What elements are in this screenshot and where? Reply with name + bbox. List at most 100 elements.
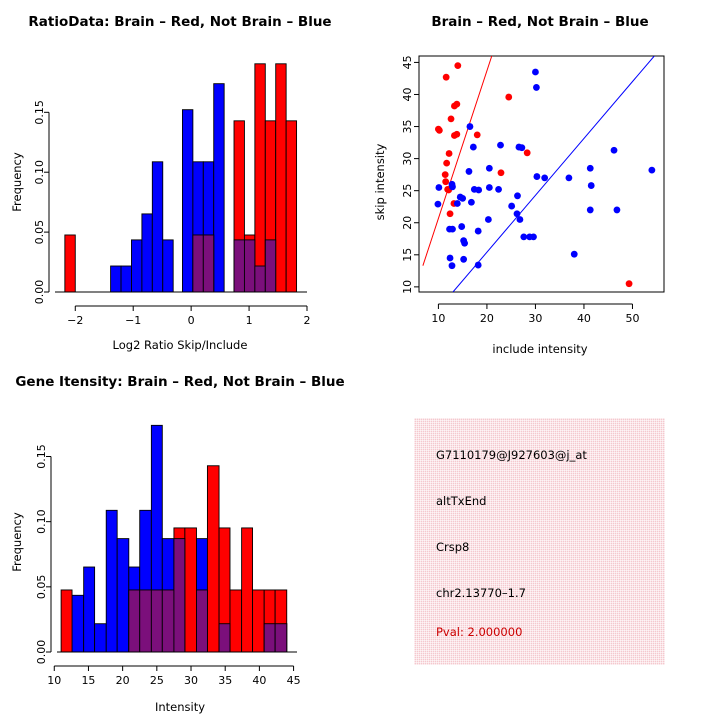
gene-symbol-text: Crsp8 bbox=[436, 540, 470, 554]
svg-gene-content: 0.00 0.05 0.10 0.15 10 15 20 25 30 35 40 45 bbox=[35, 424, 301, 687]
scatter-point-blue bbox=[508, 202, 516, 210]
scatter-point-blue bbox=[474, 227, 482, 235]
gene-x-axis-title: Intensity bbox=[154, 700, 206, 714]
scatter-point-blue bbox=[513, 210, 521, 218]
y-tick-label: 0.15 bbox=[35, 444, 48, 469]
scatter-point-red bbox=[441, 171, 449, 179]
scatter-point-blue bbox=[449, 183, 456, 191]
scatter-point-blue bbox=[466, 123, 474, 130]
scatter-point-red bbox=[442, 73, 450, 81]
scatter-point-red bbox=[445, 150, 453, 157]
histogram-bar-overlap bbox=[139, 589, 152, 653]
scatter-point-blue bbox=[565, 174, 573, 182]
scatter-point-blue bbox=[475, 186, 483, 194]
histogram-bar-red bbox=[252, 589, 265, 653]
x-tick-label: 20 bbox=[480, 312, 494, 325]
scatter-point-blue bbox=[449, 225, 456, 233]
histogram-bar-red bbox=[206, 465, 220, 653]
scatter-point-blue bbox=[465, 168, 473, 175]
intensity-scatter-plot: 10 15 20 25 30 35 40 45 10 20 30 40 50 bbox=[401, 55, 665, 325]
scatter-point-blue bbox=[435, 184, 443, 191]
ratio-histogram-plot: 0.00 0.05 0.10 0.15 −2 −1 0 1 2 bbox=[33, 63, 311, 327]
scatter-point-red bbox=[453, 100, 461, 108]
scatter-point-blue bbox=[570, 250, 578, 258]
x-tick-label: 50 bbox=[625, 312, 639, 325]
x-tick-label: 40 bbox=[577, 312, 591, 325]
histogram-bar-red bbox=[254, 63, 266, 293]
histogram-bar-overlap bbox=[128, 589, 141, 653]
x-tick-label: 10 bbox=[431, 312, 445, 325]
scatter-point-blue bbox=[434, 200, 442, 208]
scatter-point-blue bbox=[518, 144, 526, 152]
scatter-point-red bbox=[447, 115, 455, 123]
histogram-bar-blue bbox=[71, 594, 85, 653]
histogram-bar-blue bbox=[120, 265, 132, 293]
ratio-y-axis-title: Frequency bbox=[10, 152, 24, 212]
histogram-bar-overlap bbox=[192, 234, 204, 293]
x-tick-label: 45 bbox=[287, 674, 301, 687]
histogram-bar-red bbox=[184, 527, 197, 653]
y-tick-label: 40 bbox=[401, 87, 414, 101]
scatter-point-blue bbox=[541, 174, 549, 182]
ratio-x-axis-title: Log2 Ratio Skip/Include bbox=[112, 338, 248, 352]
x-tick-label: 35 bbox=[218, 674, 232, 687]
x-tick-label: 1 bbox=[246, 314, 253, 327]
x-tick-label: 30 bbox=[528, 312, 542, 325]
scatter-point-blue bbox=[613, 206, 621, 214]
histogram-bar-blue bbox=[105, 509, 118, 653]
y-tick-label: 45 bbox=[401, 55, 414, 69]
y-tick-label: 30 bbox=[401, 152, 414, 166]
scatter-point-blue bbox=[514, 192, 521, 200]
scatter-point-blue bbox=[467, 198, 475, 206]
scatter-point-red bbox=[453, 130, 461, 138]
histogram-bar-red bbox=[275, 63, 287, 293]
scatter-point-blue bbox=[485, 164, 493, 172]
scatter-point-blue bbox=[520, 233, 528, 241]
histogram-bar-overlap bbox=[274, 623, 288, 653]
scatter-point-red bbox=[625, 280, 633, 288]
scatter-point-red bbox=[473, 131, 481, 139]
scatter-point-blue bbox=[497, 141, 504, 149]
y-tick-label: 0.05 bbox=[33, 220, 46, 245]
scatter-point-red bbox=[435, 126, 443, 134]
scatter-point-red bbox=[523, 149, 531, 157]
x-tick-label: 0 bbox=[188, 314, 195, 327]
histogram-bar-blue bbox=[131, 239, 143, 293]
histogram-bar-blue bbox=[94, 623, 107, 653]
ratio-panel-title: RatioData: Brain – Red, Not Brain – Blue bbox=[28, 14, 332, 30]
x-tick-label: 30 bbox=[184, 674, 198, 687]
histogram-bar-overlap bbox=[243, 239, 256, 293]
scatter-point-blue bbox=[461, 239, 469, 247]
probe-id-text: G7110179@J927603@j_at bbox=[436, 448, 587, 462]
scatter-point-blue bbox=[648, 166, 656, 174]
y-tick-label: 0.15 bbox=[33, 100, 46, 125]
svg-ratio-content: 0.00 0.05 0.10 0.15 −2 −1 0 1 2 bbox=[33, 63, 311, 327]
scatter-point-blue bbox=[532, 68, 539, 76]
panel-gene-info: G7110179@J927603@j_at altTxEnd Crsp8 chr… bbox=[360, 360, 720, 720]
histogram-bar-overlap bbox=[161, 589, 175, 653]
scatter-point-blue bbox=[516, 216, 524, 223]
pval-text: Pval: 2.000000 bbox=[436, 625, 523, 639]
event-type-text: altTxEnd bbox=[436, 494, 487, 508]
blue-line bbox=[452, 56, 655, 292]
scatter-point-red bbox=[454, 62, 462, 70]
scatter-point-blue bbox=[533, 173, 541, 180]
panel-ratio-histogram: RatioData: Brain – Red, Not Brain – Blue… bbox=[0, 0, 360, 360]
histogram-bar-overlap bbox=[233, 239, 245, 293]
histogram-bar-blue bbox=[83, 566, 96, 653]
histogram-bar-red bbox=[60, 589, 73, 653]
histogram-bar-overlap bbox=[263, 623, 276, 653]
scatter-point-blue bbox=[530, 233, 537, 241]
scatter-point-blue bbox=[495, 185, 502, 193]
histogram-bar-blue bbox=[110, 265, 122, 293]
gene-panel-title: Gene Itensity: Brain – Red, Not Brain – … bbox=[15, 374, 345, 390]
histogram-bar-blue bbox=[151, 161, 164, 293]
x-tick-label: 15 bbox=[81, 674, 95, 687]
scatter-point-blue bbox=[587, 182, 595, 189]
red-line bbox=[422, 56, 493, 266]
histogram-bar-red bbox=[229, 589, 243, 653]
scatter-point-red bbox=[443, 159, 451, 167]
histogram-bar-overlap bbox=[150, 589, 163, 653]
scatter-point-blue bbox=[446, 254, 454, 262]
y-tick-label: 0.00 bbox=[35, 640, 48, 665]
